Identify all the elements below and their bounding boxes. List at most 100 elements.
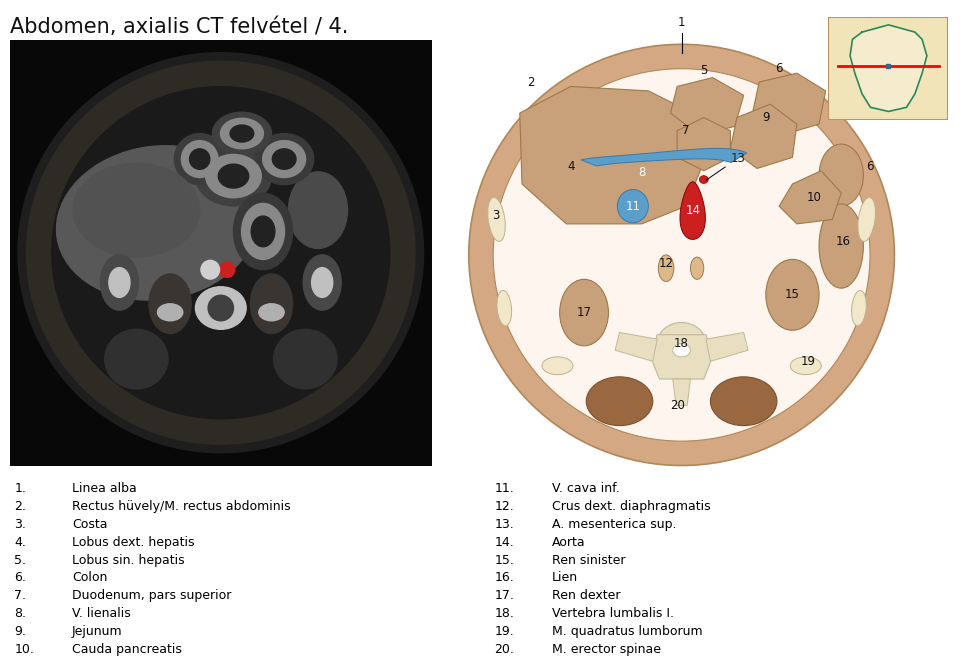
- Text: Crus dext. diaphragmatis: Crus dext. diaphragmatis: [552, 499, 710, 513]
- Polygon shape: [670, 78, 744, 135]
- Text: Vertebra lumbalis I.: Vertebra lumbalis I.: [552, 607, 674, 620]
- Ellipse shape: [157, 304, 182, 321]
- Text: 19.: 19.: [494, 625, 515, 638]
- Ellipse shape: [52, 86, 390, 419]
- Ellipse shape: [659, 255, 674, 281]
- Text: 12.: 12.: [494, 499, 515, 513]
- Ellipse shape: [57, 146, 258, 300]
- Ellipse shape: [587, 377, 653, 426]
- Text: 13: 13: [706, 152, 745, 180]
- Polygon shape: [651, 334, 712, 379]
- Ellipse shape: [617, 190, 648, 223]
- Text: 12: 12: [659, 257, 674, 270]
- Text: 11: 11: [625, 200, 640, 213]
- Ellipse shape: [252, 216, 275, 247]
- Text: Aorta: Aorta: [552, 535, 586, 549]
- Text: 7.: 7.: [14, 589, 26, 602]
- Text: 14: 14: [685, 204, 700, 217]
- Text: 8.: 8.: [14, 607, 26, 620]
- Text: 2: 2: [527, 76, 535, 88]
- Polygon shape: [753, 73, 826, 135]
- Text: Rectus hüvely/M. rectus abdominis: Rectus hüvely/M. rectus abdominis: [72, 499, 291, 513]
- Text: 6: 6: [866, 160, 874, 173]
- Text: 13.: 13.: [494, 517, 515, 531]
- Ellipse shape: [274, 329, 337, 389]
- Ellipse shape: [273, 149, 296, 170]
- Text: Cauda pancreatis: Cauda pancreatis: [72, 643, 181, 656]
- Text: 2.: 2.: [14, 499, 26, 513]
- Text: Abdomen, axialis CT felvétel / 4.: Abdomen, axialis CT felvétel / 4.: [10, 17, 348, 37]
- Circle shape: [220, 262, 235, 277]
- Polygon shape: [851, 25, 927, 112]
- Text: 11.: 11.: [494, 481, 515, 495]
- Circle shape: [201, 261, 220, 279]
- Ellipse shape: [766, 259, 819, 331]
- Text: 17: 17: [577, 306, 591, 319]
- Polygon shape: [731, 104, 797, 168]
- Text: 1: 1: [678, 16, 685, 29]
- Polygon shape: [673, 379, 690, 406]
- Text: 7: 7: [683, 124, 690, 137]
- Text: 9.: 9.: [14, 625, 26, 638]
- Ellipse shape: [27, 61, 415, 444]
- Text: 10.: 10.: [14, 643, 35, 656]
- Text: Jejunum: Jejunum: [72, 625, 123, 638]
- Ellipse shape: [819, 144, 863, 206]
- Text: Ren sinister: Ren sinister: [552, 553, 626, 567]
- Text: Lien: Lien: [552, 571, 578, 585]
- Ellipse shape: [819, 204, 863, 288]
- Ellipse shape: [149, 274, 191, 334]
- Ellipse shape: [690, 257, 704, 279]
- Ellipse shape: [497, 291, 512, 326]
- Text: Duodenum, pars superior: Duodenum, pars superior: [72, 589, 231, 602]
- Ellipse shape: [241, 203, 285, 260]
- Ellipse shape: [303, 255, 341, 310]
- Text: 5: 5: [700, 65, 708, 77]
- Ellipse shape: [488, 198, 505, 241]
- Text: 1.: 1.: [14, 481, 26, 495]
- Ellipse shape: [312, 267, 333, 297]
- Ellipse shape: [108, 267, 130, 297]
- Text: 18: 18: [674, 337, 689, 350]
- Text: 8: 8: [638, 166, 645, 180]
- Text: Ren dexter: Ren dexter: [552, 589, 620, 602]
- Ellipse shape: [18, 53, 423, 453]
- Text: M. quadratus lumborum: M. quadratus lumborum: [552, 625, 703, 638]
- Circle shape: [208, 295, 233, 321]
- Polygon shape: [706, 332, 748, 361]
- Text: 4.: 4.: [14, 535, 26, 549]
- Text: Lobus sin. hepatis: Lobus sin. hepatis: [72, 553, 184, 567]
- Polygon shape: [780, 171, 841, 224]
- Ellipse shape: [220, 118, 264, 150]
- Ellipse shape: [673, 344, 690, 357]
- Text: 16: 16: [836, 235, 851, 248]
- Ellipse shape: [699, 176, 708, 184]
- Ellipse shape: [560, 279, 609, 346]
- Ellipse shape: [196, 146, 272, 206]
- Text: 3: 3: [492, 209, 499, 221]
- Ellipse shape: [259, 304, 284, 321]
- Text: Costa: Costa: [72, 517, 108, 531]
- Polygon shape: [581, 148, 747, 166]
- Ellipse shape: [288, 172, 348, 249]
- Ellipse shape: [852, 291, 866, 326]
- Ellipse shape: [233, 193, 293, 270]
- Ellipse shape: [180, 140, 219, 178]
- Polygon shape: [677, 118, 731, 171]
- Polygon shape: [519, 86, 704, 224]
- Text: 15: 15: [785, 289, 800, 301]
- Ellipse shape: [189, 149, 210, 170]
- Ellipse shape: [254, 134, 314, 185]
- Ellipse shape: [175, 134, 225, 185]
- Text: 10: 10: [807, 191, 822, 203]
- Text: 9: 9: [762, 111, 770, 124]
- Ellipse shape: [658, 323, 706, 364]
- Ellipse shape: [493, 68, 870, 441]
- Ellipse shape: [262, 140, 306, 178]
- Ellipse shape: [101, 255, 138, 310]
- Text: V. lienalis: V. lienalis: [72, 607, 131, 620]
- Text: 20: 20: [670, 399, 684, 412]
- Polygon shape: [680, 182, 706, 239]
- Text: 19: 19: [801, 355, 815, 368]
- Text: M. erector spinae: M. erector spinae: [552, 643, 661, 656]
